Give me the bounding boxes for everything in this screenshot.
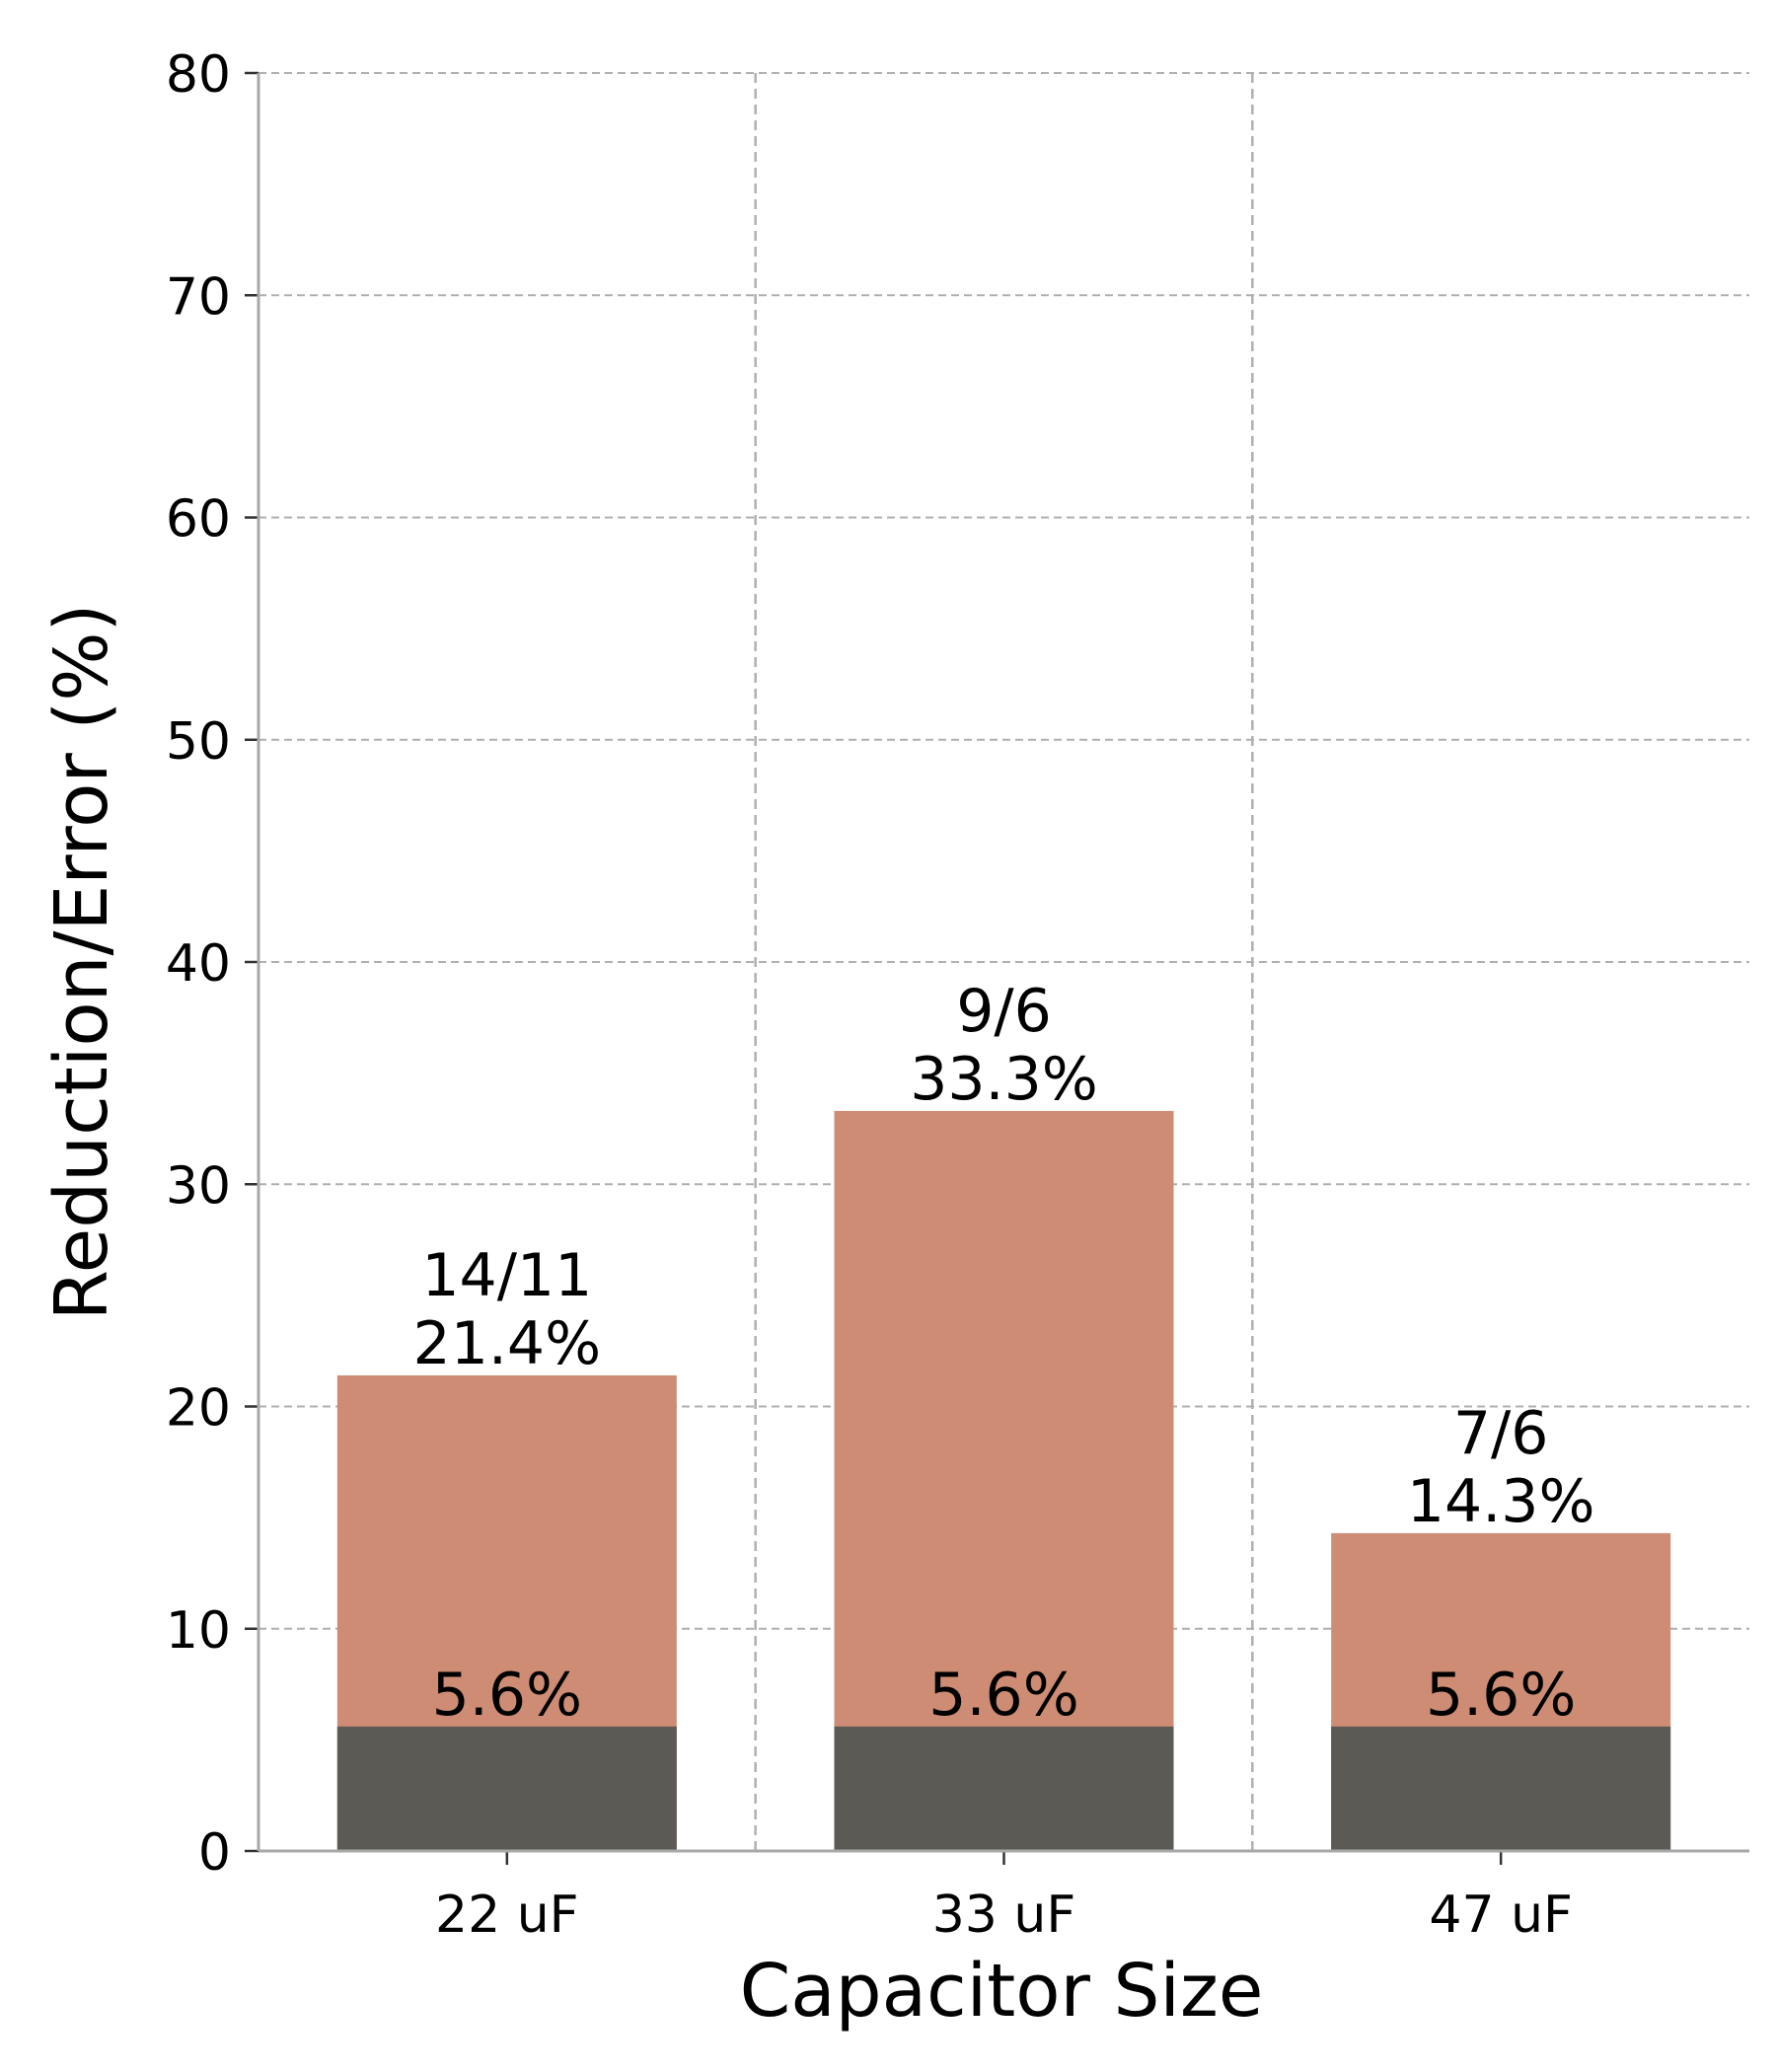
y-tick-label: 30 — [166, 1156, 231, 1216]
y-tick-label: 70 — [166, 267, 231, 327]
y-tick-label: 80 — [166, 45, 231, 105]
y-tick-label: 20 — [166, 1379, 231, 1439]
x-tick-label: 47 uF — [1429, 1886, 1573, 1945]
y-tick-label: 10 — [166, 1601, 231, 1661]
y-tick-label: 40 — [166, 934, 231, 994]
bar-segment — [336, 1726, 677, 1851]
bar-value-label: 5.6% — [432, 1661, 582, 1730]
bar-value-label: 7/6 14.3% — [1407, 1399, 1595, 1536]
x-tick-label: 33 uF — [932, 1886, 1076, 1945]
x-tick-label: 22 uF — [435, 1886, 579, 1945]
bar-value-label: 5.6% — [1426, 1661, 1576, 1730]
y-tick-label: 60 — [166, 490, 231, 550]
bar-value-label: 14/11 21.4% — [413, 1241, 602, 1378]
x-axis-title: Capacitor Size — [740, 1949, 1264, 2034]
y-tick-label: 50 — [166, 712, 231, 772]
bar-segment — [834, 1726, 1174, 1851]
bars — [336, 1110, 1671, 1851]
bar-value-label: 9/6 33.3% — [910, 977, 1098, 1114]
bar-value-label: 5.6% — [928, 1661, 1078, 1730]
axes: 0 10 20 30 40 50 60 70 80 22 uF 33 uF 47 uF — [166, 45, 1749, 1945]
y-tick-label: 0 — [198, 1823, 231, 1883]
y-axis-title: Reduction/Error (%) — [39, 604, 124, 1321]
bar-labels: 5.6% 14/11 21.4% 5.6% 9/6 33.3% 5.6% 7/6 14.3% — [413, 977, 1595, 1730]
bar-segment — [1331, 1726, 1671, 1851]
